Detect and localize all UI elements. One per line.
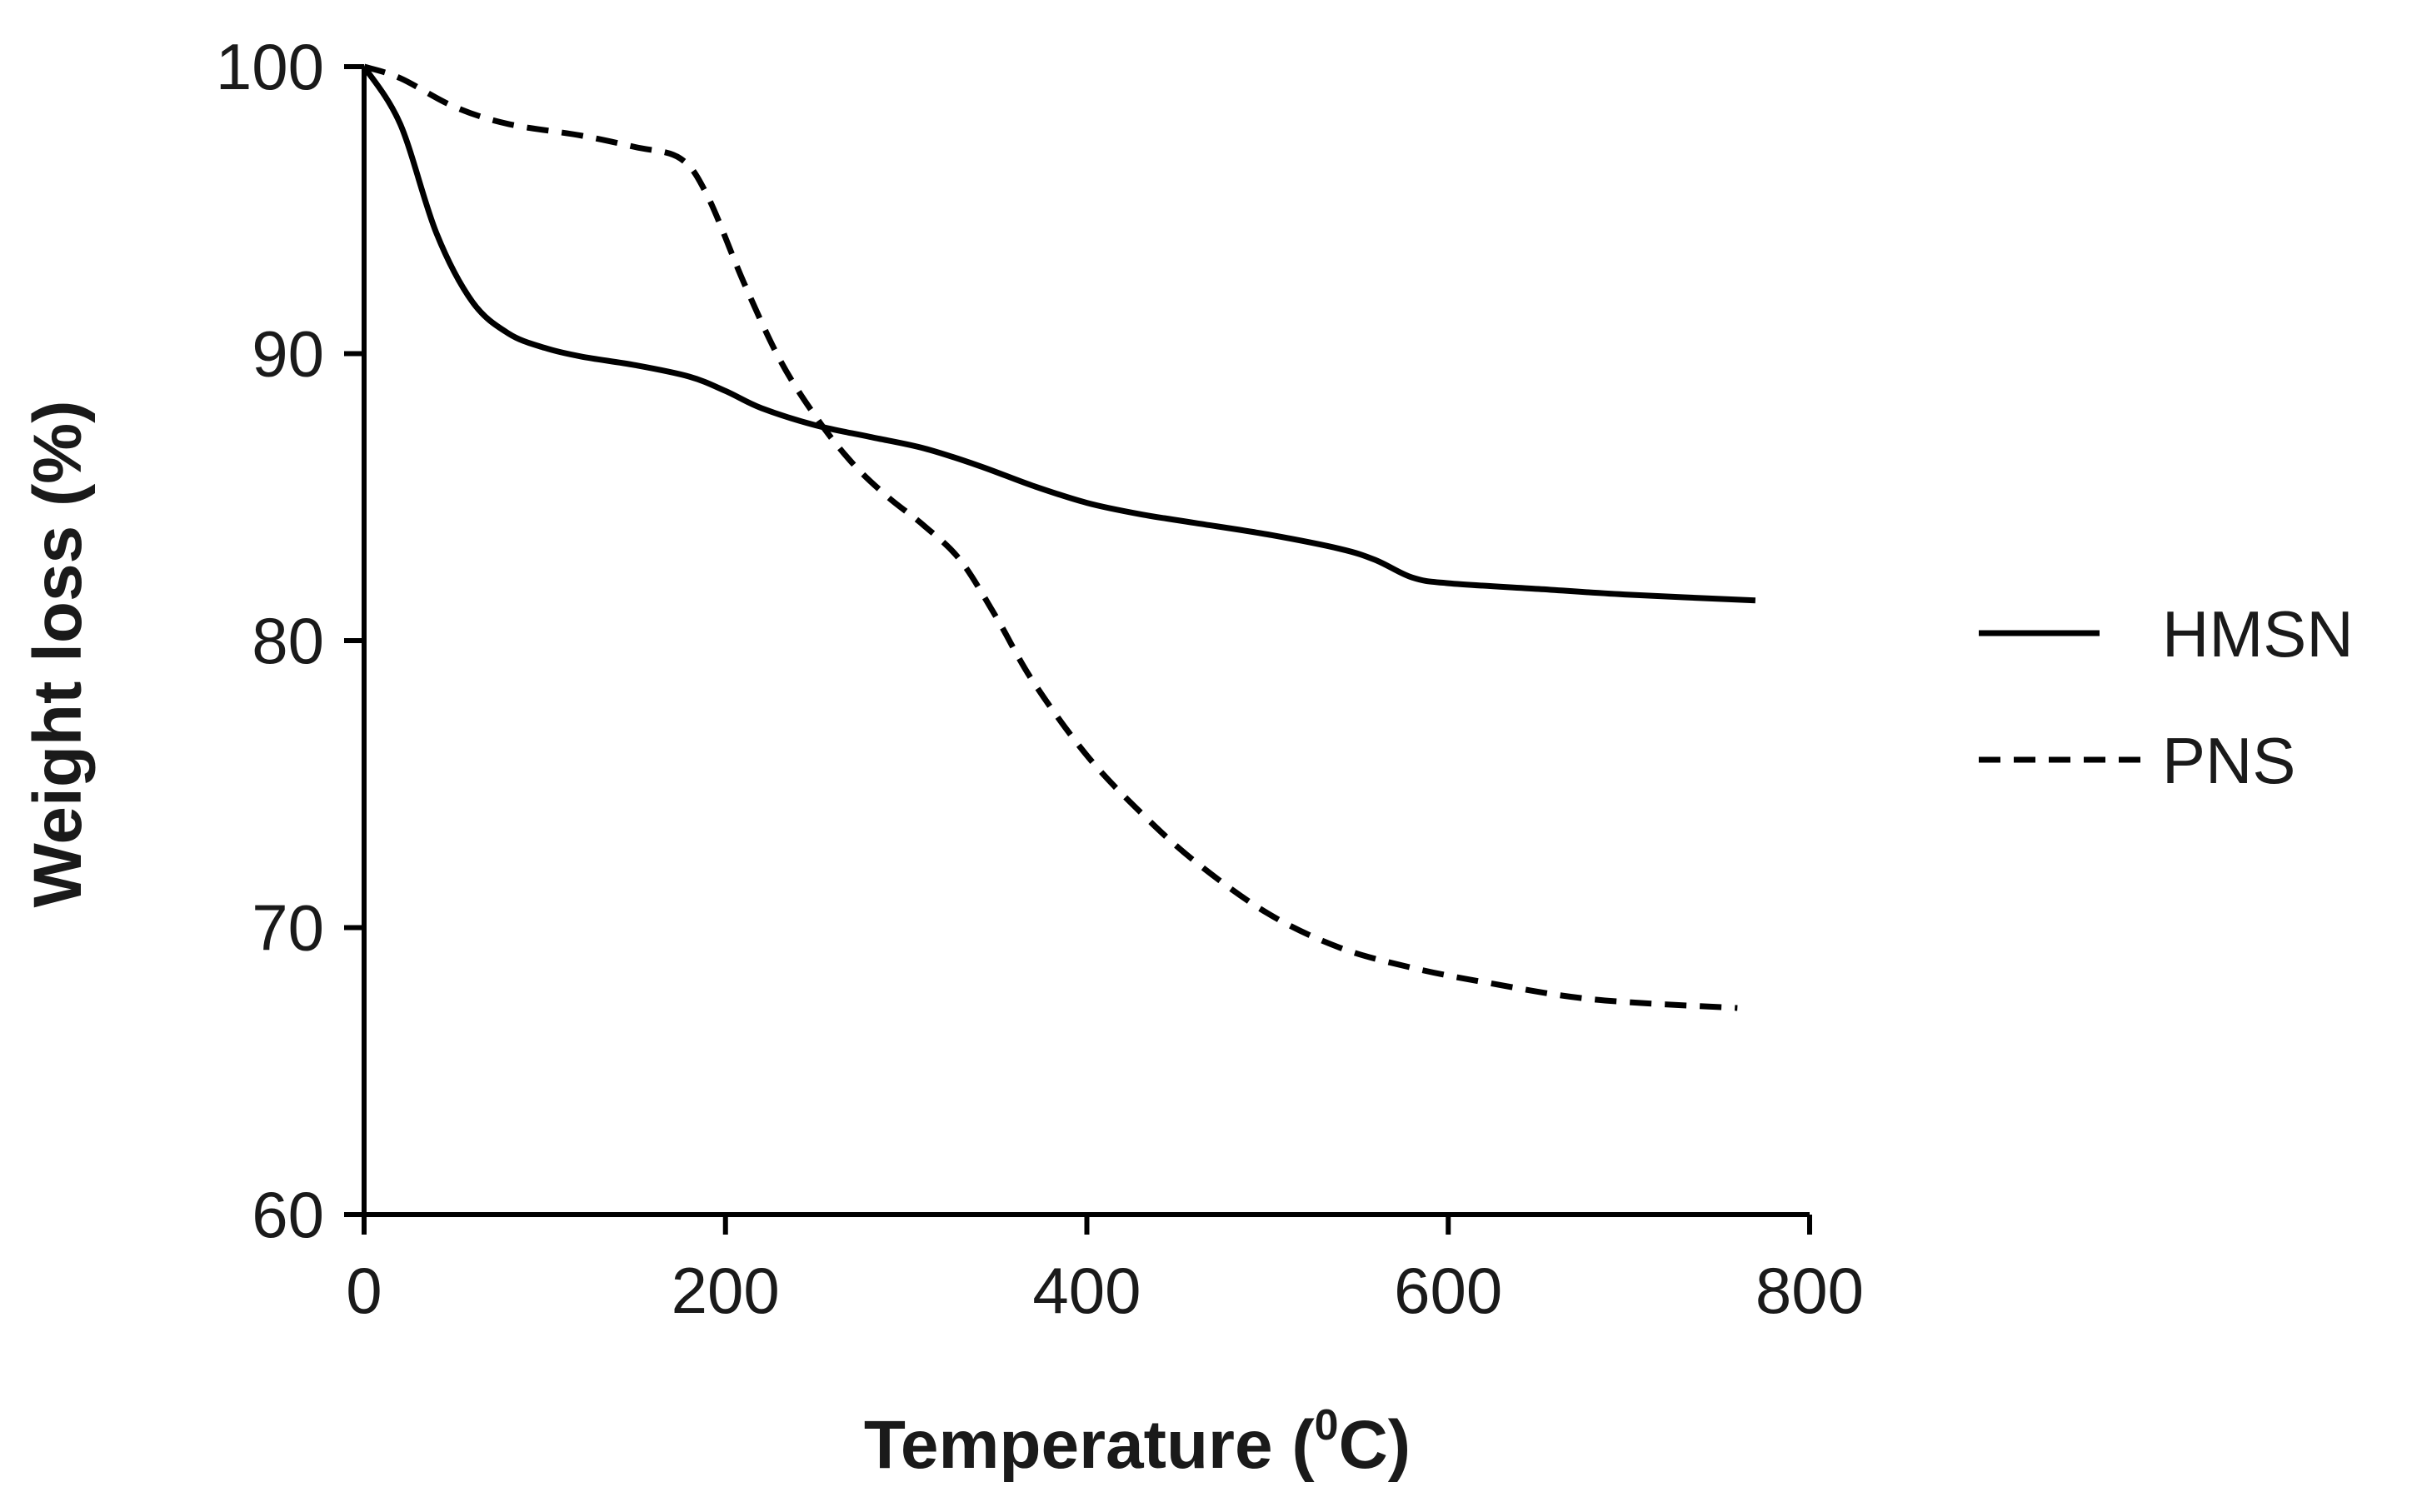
x-tick-label: 600 bbox=[1394, 1254, 1502, 1327]
x-tick-label: 800 bbox=[1755, 1254, 1864, 1327]
axis-tick-labels: 60 70 80 90 100 0 200 400 600 800 bbox=[216, 30, 1864, 1327]
series-line-pns bbox=[362, 63, 1738, 1011]
series-lines bbox=[362, 63, 1756, 1011]
y-tick-label: 100 bbox=[216, 30, 324, 103]
y-tick-label: 70 bbox=[252, 891, 324, 965]
y-tick-label: 80 bbox=[252, 604, 324, 677]
legend: HMSN PNS bbox=[1979, 597, 2354, 797]
y-tick-label: 60 bbox=[252, 1178, 324, 1251]
x-tick-label: 200 bbox=[672, 1254, 780, 1327]
legend-label-pns: PNS bbox=[2162, 724, 2295, 797]
series-line-hmsn bbox=[362, 65, 1756, 604]
x-axis-title: Temperature (0C) bbox=[864, 1401, 1411, 1483]
y-tick-label: 90 bbox=[252, 317, 324, 391]
x-tick-label: 400 bbox=[1032, 1254, 1141, 1327]
y-axis-title: Weight loss (%) bbox=[20, 401, 96, 908]
x-tick-label: 0 bbox=[346, 1254, 382, 1327]
legend-label-hmsn: HMSN bbox=[2162, 597, 2354, 671]
axis-ticks bbox=[344, 64, 1812, 1235]
